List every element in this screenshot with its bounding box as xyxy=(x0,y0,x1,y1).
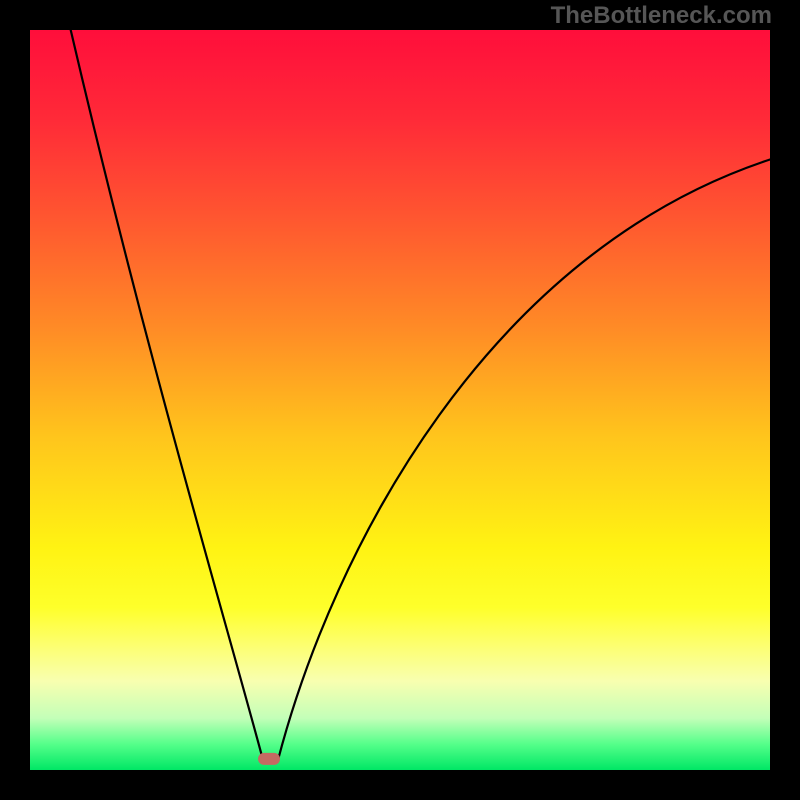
vertex-marker xyxy=(258,753,280,765)
gradient-background xyxy=(30,30,770,770)
chart-frame: TheBottleneck.com xyxy=(0,0,800,800)
bottleneck-chart xyxy=(0,0,800,800)
watermark-text: TheBottleneck.com xyxy=(551,2,772,30)
